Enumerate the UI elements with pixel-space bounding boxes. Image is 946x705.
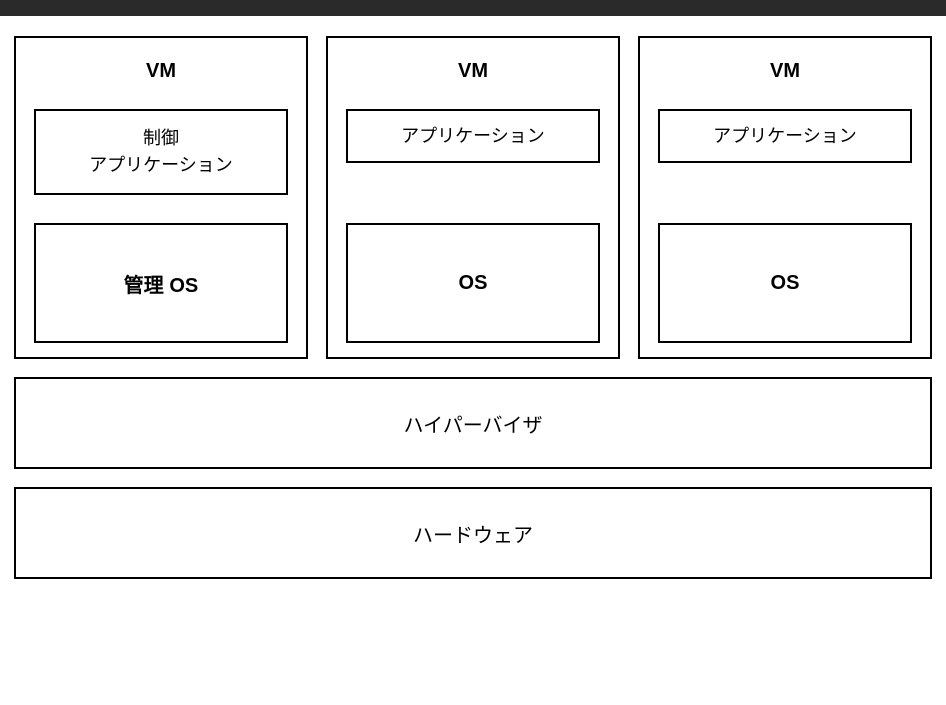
app-box-control: 制御 アプリケーション xyxy=(34,109,288,195)
vm-title: VM xyxy=(146,60,176,83)
app-label: 制御 アプリケーション xyxy=(89,125,233,179)
os-label: OS xyxy=(771,272,800,295)
vm-title: VM xyxy=(458,60,488,83)
window-topbar xyxy=(0,0,946,16)
layer-label: ハイパーバイザ xyxy=(404,409,543,438)
app-label: アプリケーション xyxy=(401,123,545,150)
vm-row: VM 制御 アプリケーション 管理 OS VM アプリケーション OS VM ア… xyxy=(14,36,932,359)
architecture-diagram: VM 制御 アプリケーション 管理 OS VM アプリケーション OS VM ア… xyxy=(0,16,946,607)
hardware-layer: ハードウェア xyxy=(14,487,932,579)
vm-title: VM xyxy=(770,60,800,83)
os-box-management: 管理 OS xyxy=(34,223,288,343)
vm-box-2: VM アプリケーション OS xyxy=(638,36,932,359)
os-box: OS xyxy=(658,223,912,343)
app-box: アプリケーション xyxy=(658,109,912,163)
layer-label: ハードウェア xyxy=(413,519,533,548)
app-box: アプリケーション xyxy=(346,109,600,163)
app-label: アプリケーション xyxy=(713,123,857,150)
hypervisor-layer: ハイパーバイザ xyxy=(14,377,932,469)
os-box: OS xyxy=(346,223,600,343)
vm-box-1: VM アプリケーション OS xyxy=(326,36,620,359)
vm-box-0: VM 制御 アプリケーション 管理 OS xyxy=(14,36,308,359)
os-label: OS xyxy=(459,272,488,295)
os-label: 管理 OS xyxy=(124,269,198,298)
